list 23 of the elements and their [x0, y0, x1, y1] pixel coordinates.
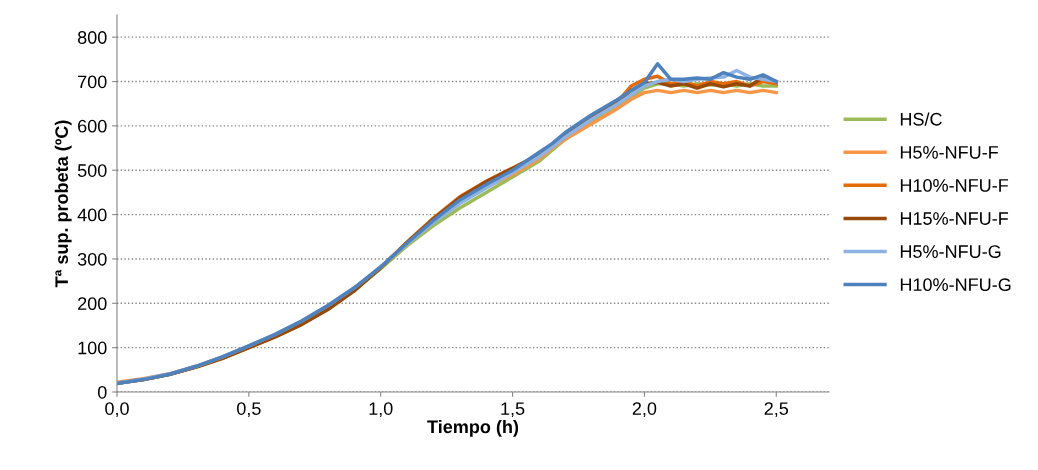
- x-tick-label: 2,5: [764, 402, 789, 418]
- x-axis-title: Tiempo (h): [427, 419, 519, 437]
- x-tick-label: 1,5: [501, 402, 525, 418]
- legend-label: H5%-NFU-F: [900, 146, 998, 159]
- legend-label: H10%-NFU-F: [900, 179, 1009, 192]
- y-tick-label: 200: [78, 297, 107, 311]
- y-tick-label: 0: [97, 385, 107, 399]
- y-tick-label: 500: [77, 164, 107, 177]
- y-tick-label: 600: [78, 119, 107, 133]
- legend-label: H15%-NFU-F: [900, 212, 1009, 225]
- y-tick-label: 300: [77, 252, 107, 266]
- x-tick-label: 0,5: [237, 402, 261, 418]
- x-tick-label: 0,0: [105, 402, 129, 418]
- y-tick-label: 800: [77, 31, 107, 44]
- y-tick-label: 100: [78, 341, 107, 355]
- legend-label: H5%-NFU-G: [900, 245, 1001, 258]
- y-axis-title: Tª sup. probeta (ºC): [54, 120, 72, 288]
- y-tick-label: 400: [77, 208, 107, 222]
- legend-label: HS/C: [900, 112, 942, 126]
- x-tick-label: 1,0: [369, 402, 393, 418]
- legend-label: H10%-NFU-G: [900, 278, 1011, 292]
- y-tick-label: 700: [78, 75, 107, 89]
- x-tick-label: 2,0: [632, 402, 657, 418]
